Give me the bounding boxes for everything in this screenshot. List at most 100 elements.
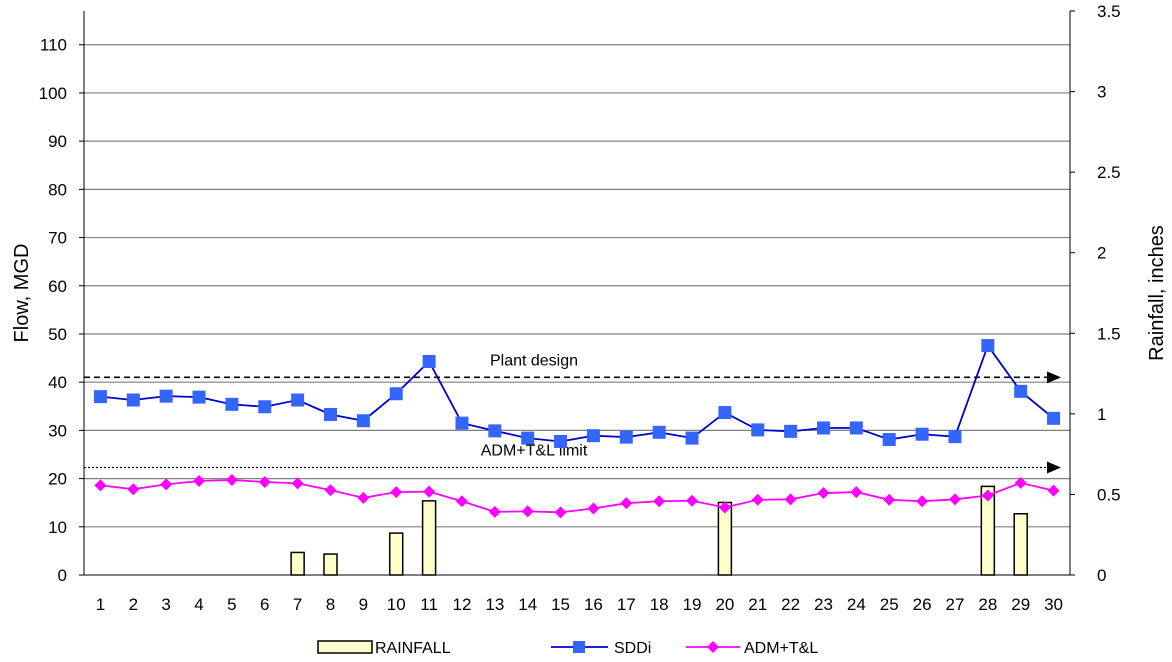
x-tick-labels: 1 2 3 4 5 6 7 8 9 10 11 12 13 14 15 16 17 18 19 20 21 22 23 24 2… — [96, 595, 1063, 614]
sddi-point — [455, 416, 469, 430]
sddi-point — [324, 407, 337, 421]
x-tick-label: 4 — [194, 595, 203, 614]
x-tick-label: 3 — [161, 595, 170, 614]
y-tick-label-left: 20 — [48, 470, 67, 489]
plant-design-label: Plant design — [490, 352, 578, 369]
x-tick-label: 11 — [420, 595, 438, 614]
x-tick-label: 26 — [913, 595, 932, 614]
x-tick-label: 23 — [814, 595, 833, 614]
sddi-point — [258, 400, 272, 414]
x-tick-label: 20 — [715, 595, 734, 614]
arrow-head-icon — [1047, 461, 1061, 474]
y-axis-title-left: Flow, MGD — [11, 244, 33, 343]
sddi-point — [718, 406, 732, 420]
adm-tl-point — [817, 487, 830, 500]
sddi-point — [159, 389, 173, 403]
sddi-point — [948, 430, 962, 444]
x-tick-label: 1 — [96, 595, 105, 614]
sddi-point — [521, 431, 535, 445]
sddi-point — [192, 390, 206, 404]
y-tick-label-right: 1.5 — [1097, 324, 1121, 343]
sddi-point — [849, 421, 863, 435]
adm-tl-point — [620, 497, 633, 510]
adm-tl-point — [948, 493, 961, 506]
sddi-point — [784, 424, 798, 438]
rainfall-bar — [323, 553, 338, 576]
y-tick-labels-right: 0 0.5 1 1.5 2 2.5 3 3.5 — [1097, 2, 1121, 585]
sddi-point — [389, 387, 403, 401]
y-tick-label-right: 3 — [1097, 83, 1106, 102]
sddi-point — [586, 429, 600, 443]
adm-tl-point — [653, 495, 666, 508]
y-tick-label-right: 0.5 — [1097, 485, 1121, 504]
y-tick-label-left: 110 — [40, 36, 67, 55]
x-tick-label: 16 — [584, 595, 603, 614]
sddi-point — [422, 354, 436, 368]
y-tick-label-right: 0 — [1097, 566, 1106, 585]
rainfall-bar — [1013, 513, 1028, 576]
adm-tl-point — [160, 478, 173, 491]
y-tick-label-right: 3.5 — [1097, 2, 1121, 21]
y-tick-label-right: 2 — [1097, 244, 1106, 263]
sddi-point — [652, 425, 666, 439]
legend-sddi-label: SDDi — [614, 640, 651, 657]
adm-tl-point — [981, 489, 994, 502]
y-axis-title-right: Rainfall, inches — [1146, 225, 1168, 361]
legend-sddi-marker — [573, 641, 585, 653]
x-tick-label: 6 — [260, 595, 269, 614]
sddi-point — [981, 339, 995, 353]
legend-adm-label: ADM+T&L — [744, 640, 818, 657]
y-tick-label-left: 70 — [48, 229, 67, 248]
x-tick-label: 9 — [359, 595, 368, 614]
x-tick-label: 17 — [617, 595, 636, 614]
sddi-point — [356, 414, 370, 428]
x-tick-label: 5 — [227, 595, 236, 614]
adm-tl-point — [127, 483, 140, 496]
y-tick-labels-left: 0 10 20 30 40 50 60 70 80 90 100 110 — [39, 36, 67, 585]
adm-tl-point — [324, 484, 337, 497]
x-tick-label: 22 — [781, 595, 800, 614]
sddi-point — [685, 431, 699, 445]
x-tick-label: 15 — [551, 595, 570, 614]
sddi-point — [291, 393, 305, 407]
y-tick-label-left: 90 — [48, 132, 67, 151]
x-tick-label: 30 — [1044, 595, 1063, 614]
adm-limit-label: ADM+T&L limit — [481, 443, 588, 460]
sddi-point — [817, 421, 830, 435]
adm-tl-point — [718, 501, 731, 514]
rainfall-bar — [388, 532, 404, 576]
y-tick-label-left: 80 — [48, 180, 67, 199]
adm-tl-point — [850, 486, 863, 499]
y-tick-label-right: 2.5 — [1097, 163, 1121, 182]
adm-tl-point — [883, 493, 896, 506]
sddi-point — [882, 433, 896, 447]
plot-area — [84, 11, 1070, 575]
x-tick-label: 27 — [946, 595, 965, 614]
adm-tl-point — [357, 491, 370, 504]
y-tick-label-left: 50 — [48, 325, 67, 344]
sddi-point — [93, 390, 107, 404]
sddi-point — [126, 393, 140, 407]
adm-tl-point — [488, 505, 501, 518]
sddi-point — [1047, 411, 1061, 425]
x-tick-label: 28 — [978, 595, 997, 614]
sddi-point — [1014, 384, 1028, 398]
sddi-point — [488, 424, 502, 438]
adm-tl-point — [587, 502, 600, 515]
legend: RAINFALL SDDi ADM+T&L — [317, 640, 818, 657]
legend-adm-marker — [707, 641, 719, 653]
y-tick-label-right: 1 — [1097, 405, 1106, 424]
x-tick-label: 18 — [650, 595, 669, 614]
axes — [79, 10, 1075, 576]
y-tick-label-left: 0 — [58, 566, 67, 585]
adm-tl-point — [916, 495, 929, 508]
adm-tl-point — [521, 505, 534, 518]
x-tick-label: 2 — [129, 595, 138, 614]
x-tick-label: 29 — [1011, 595, 1030, 614]
x-tick-label: 12 — [453, 595, 472, 614]
sddi-point — [915, 427, 929, 441]
rainfall-bar — [290, 551, 305, 576]
adm-tl-point — [1014, 476, 1027, 489]
x-tick-label: 25 — [880, 595, 899, 614]
